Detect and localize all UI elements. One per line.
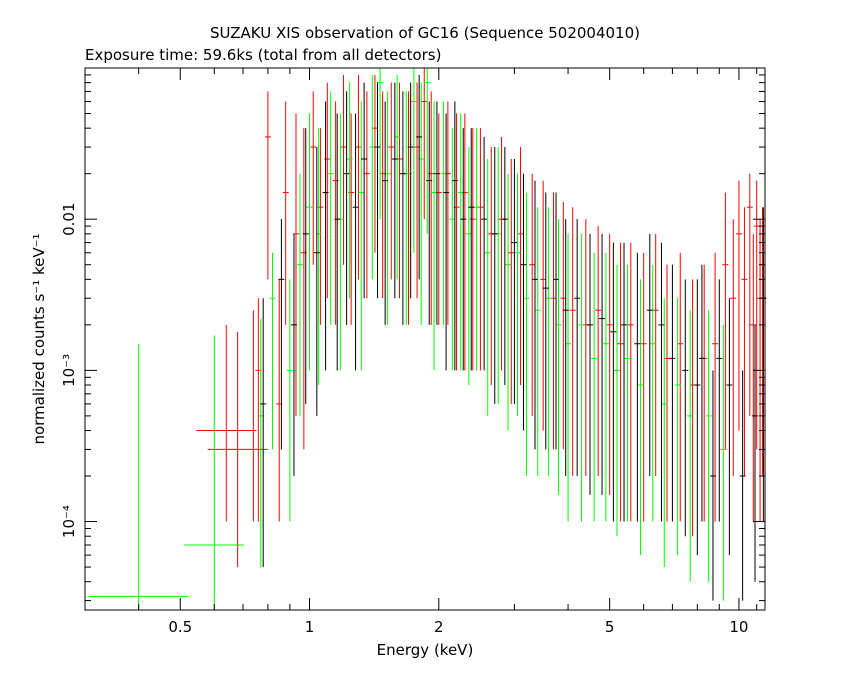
plot-frame [84,67,766,611]
x-tick-label: 5 [605,618,615,636]
chart-title: SUZAKU XIS observation of GC16 (Sequence… [210,24,640,42]
series-1 [88,68,727,610]
y-tick-label: 10⁻⁴ [60,505,78,538]
y-axis-label: normalized counts s⁻¹ keV⁻¹ [30,233,48,444]
series-2 [260,74,767,601]
y-tick-label: 10⁻³ [60,354,78,387]
y-axis: 10⁻⁴ 10⁻³ 0.01 [60,67,765,602]
data-series-layer [88,68,767,610]
x-tick-label: 10 [729,618,748,636]
x-tick-label: 0.5 [168,618,192,636]
x-tick-label: 2 [434,618,444,636]
x-axis: 0.5 1 2 5 10 [84,68,758,636]
chart-subtitle: Exposure time: 59.6ks (total from all de… [85,46,441,64]
x-tick-label: 1 [305,618,315,636]
y-tick-label: 0.01 [60,202,78,235]
x-axis-label: Energy (keV) [377,641,474,659]
series-0 [196,68,766,568]
